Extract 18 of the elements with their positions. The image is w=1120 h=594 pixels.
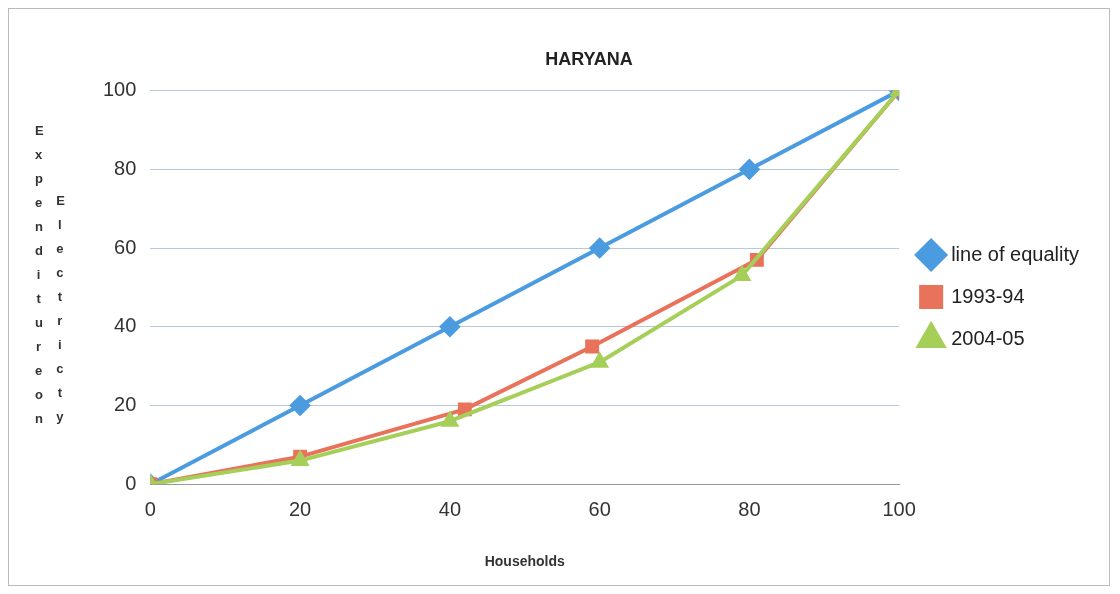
y-tick-label: 80 <box>114 156 137 179</box>
x-tick-label: 0 <box>144 497 156 520</box>
legend-label: 2004-05 <box>951 326 1025 349</box>
text: Expenditure on Electricty <box>35 123 65 426</box>
y-tick-label: 100 <box>102 78 137 101</box>
x-tick-label: 40 <box>438 497 461 520</box>
x-tick-label: 100 <box>882 497 916 520</box>
y-tick-label: 60 <box>114 235 137 258</box>
x-tick-label: 80 <box>738 497 761 520</box>
legend-label: 1993-94 <box>951 284 1025 307</box>
y-tick-label: 0 <box>125 471 137 494</box>
x-axis-title: Households <box>484 553 566 570</box>
x-tick-label: 60 <box>588 497 611 520</box>
chart-title: HARYANA <box>545 48 633 69</box>
legend-label: line of equality <box>951 242 1080 265</box>
x-tick-label: 20 <box>289 497 312 520</box>
y-tick-label: 20 <box>114 393 137 415</box>
y-tick-label: 40 <box>114 314 137 337</box>
